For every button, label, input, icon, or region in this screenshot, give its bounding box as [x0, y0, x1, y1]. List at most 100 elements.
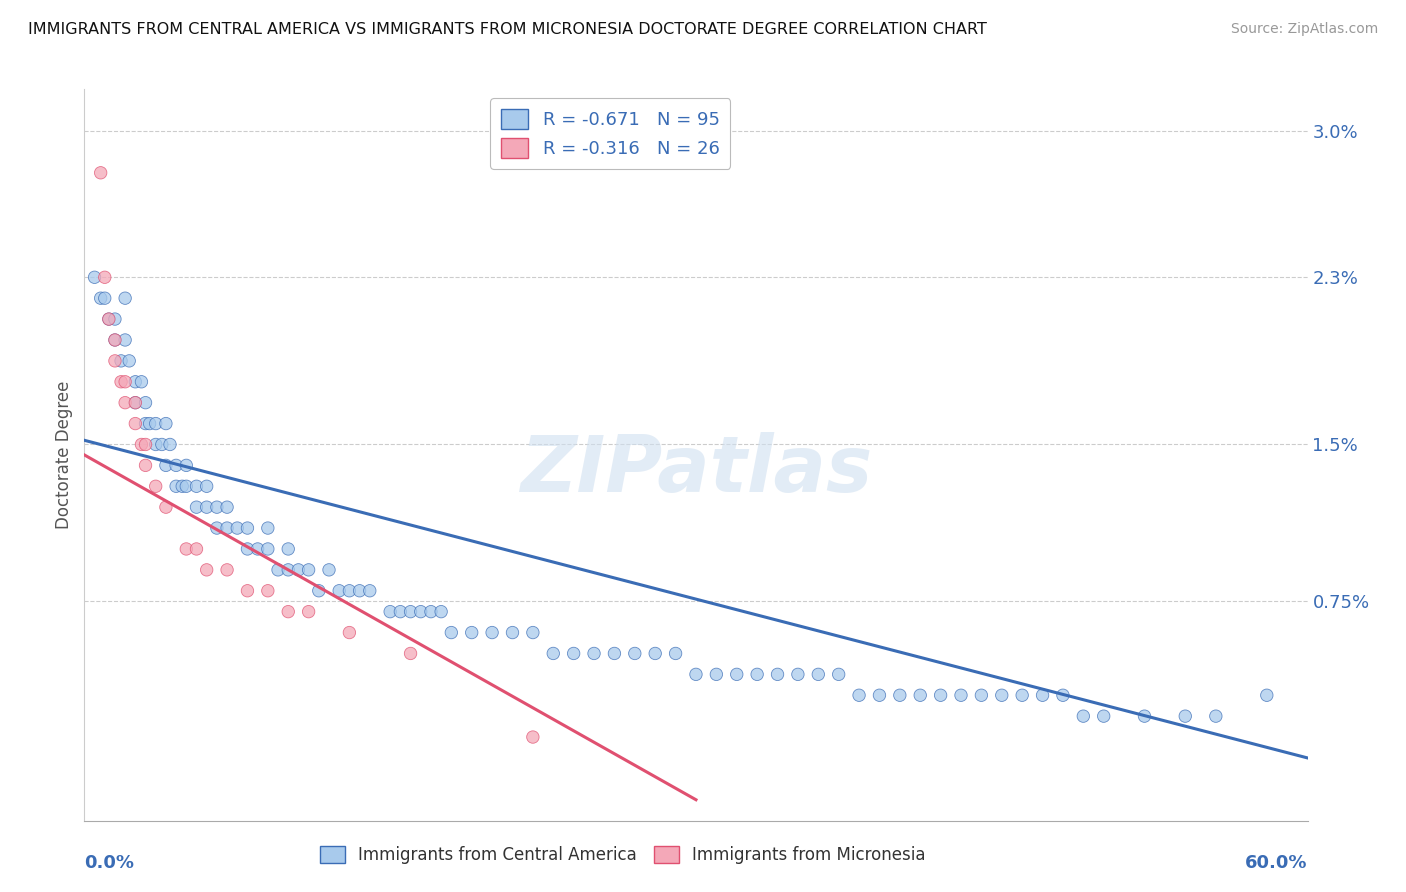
Point [124, 375, 146, 389]
Point [205, 521, 228, 535]
Point [257, 583, 280, 598]
Point [287, 563, 309, 577]
Point [787, 667, 810, 681]
Point [97, 312, 120, 326]
Point [889, 688, 911, 702]
Point [226, 521, 249, 535]
Point [104, 333, 127, 347]
Point [217, 500, 239, 515]
Point [217, 521, 239, 535]
Point [603, 647, 626, 661]
Point [848, 688, 870, 702]
Point [236, 541, 259, 556]
Point [104, 333, 127, 347]
Point [481, 625, 503, 640]
Point [246, 541, 269, 556]
Point [522, 625, 544, 640]
Point [131, 437, 153, 451]
Point [725, 667, 748, 681]
Point [93, 291, 115, 305]
Point [174, 541, 197, 556]
Text: ZIPatlas: ZIPatlas [520, 432, 872, 508]
Point [236, 521, 259, 535]
Point [409, 605, 432, 619]
Point [114, 395, 136, 409]
Point [90, 291, 112, 305]
Point [155, 417, 177, 431]
Point [110, 354, 132, 368]
Point [1205, 709, 1227, 723]
Point [174, 458, 197, 473]
Point [339, 583, 361, 598]
Text: Source: ZipAtlas.com: Source: ZipAtlas.com [1230, 22, 1378, 37]
Point [124, 395, 146, 409]
Point [991, 688, 1014, 702]
Point [1073, 709, 1095, 723]
Point [298, 563, 321, 577]
Point [97, 312, 120, 326]
Point [267, 563, 290, 577]
Point [90, 166, 112, 180]
Point [1256, 688, 1278, 702]
Point [706, 667, 728, 681]
Point [562, 647, 585, 661]
Point [104, 354, 127, 368]
Point [83, 270, 105, 285]
Point [298, 605, 321, 619]
Point [828, 667, 851, 681]
Point [380, 605, 402, 619]
Text: IMMIGRANTS FROM CENTRAL AMERICA VS IMMIGRANTS FROM MICRONESIA DOCTORATE DEGREE C: IMMIGRANTS FROM CENTRAL AMERICA VS IMMIG… [28, 22, 987, 37]
Text: 0.0%: 0.0% [84, 854, 135, 871]
Point [807, 667, 830, 681]
Point [104, 312, 127, 326]
Point [644, 647, 666, 661]
Point [186, 479, 208, 493]
Point [165, 458, 187, 473]
Point [869, 688, 891, 702]
Y-axis label: Doctorate Degree: Doctorate Degree [55, 381, 73, 529]
Point [145, 417, 167, 431]
Point [318, 563, 340, 577]
Point [747, 667, 769, 681]
Point [155, 458, 177, 473]
Point [186, 541, 208, 556]
Point [583, 647, 606, 661]
Point [172, 479, 194, 493]
Point [135, 437, 157, 451]
Text: 60.0%: 60.0% [1246, 854, 1308, 871]
Point [339, 625, 361, 640]
Point [114, 291, 136, 305]
Point [766, 667, 789, 681]
Point [543, 647, 565, 661]
Point [159, 437, 181, 451]
Point [1052, 688, 1074, 702]
Point [195, 500, 218, 515]
Point [277, 541, 299, 556]
Point [440, 625, 463, 640]
Point [461, 625, 484, 640]
Point [665, 647, 688, 661]
Point [1174, 709, 1197, 723]
Point [110, 375, 132, 389]
Legend: Immigrants from Central America, Immigrants from Micronesia: Immigrants from Central America, Immigra… [314, 839, 932, 871]
Point [950, 688, 973, 702]
Point [277, 605, 299, 619]
Point [277, 563, 299, 577]
Point [359, 583, 381, 598]
Point [349, 583, 371, 598]
Point [389, 605, 412, 619]
Point [174, 479, 197, 493]
Point [145, 479, 167, 493]
Point [910, 688, 932, 702]
Point [217, 563, 239, 577]
Point [328, 583, 350, 598]
Point [150, 437, 173, 451]
Point [205, 500, 228, 515]
Point [124, 395, 146, 409]
Point [1092, 709, 1115, 723]
Point [195, 563, 218, 577]
Point [624, 647, 647, 661]
Point [135, 417, 157, 431]
Point [93, 270, 115, 285]
Point [135, 458, 157, 473]
